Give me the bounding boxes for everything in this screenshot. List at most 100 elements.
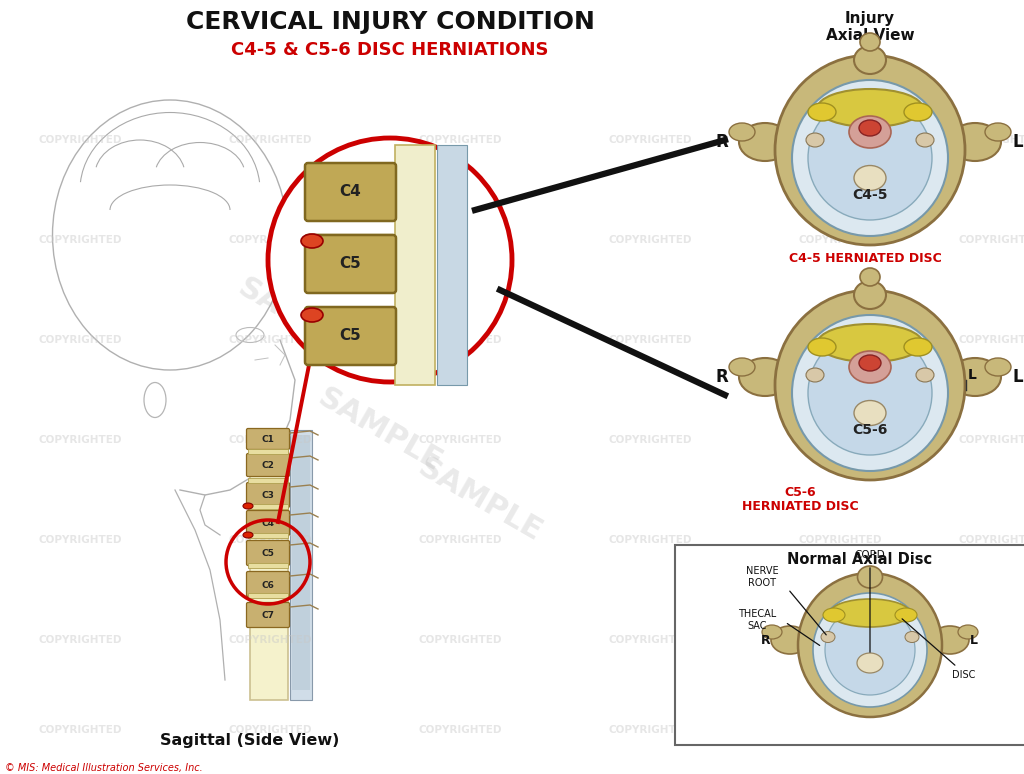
Text: COPYRIGHTED: COPYRIGHTED	[608, 135, 692, 145]
Bar	[248, 478, 288, 483]
Ellipse shape	[830, 599, 910, 627]
Ellipse shape	[854, 400, 886, 426]
Text: COPYRIGHTED: COPYRIGHTED	[799, 435, 882, 445]
Text: C1: C1	[261, 436, 274, 444]
Text: NERVE
ROOT: NERVE ROOT	[745, 567, 778, 587]
Text: COPYRIGHTED: COPYRIGHTED	[958, 135, 1024, 145]
Text: COPYRIGHTED: COPYRIGHTED	[418, 725, 502, 735]
FancyBboxPatch shape	[305, 163, 396, 221]
Circle shape	[798, 573, 942, 717]
FancyBboxPatch shape	[247, 429, 290, 450]
Text: COPYRIGHTED: COPYRIGHTED	[608, 435, 692, 445]
Text: HERNIATED DISC: HERNIATED DISC	[741, 501, 858, 513]
Text: C4-5: C4-5	[852, 188, 888, 202]
Text: COPYRIGHTED: COPYRIGHTED	[228, 635, 311, 645]
Ellipse shape	[859, 120, 881, 136]
Ellipse shape	[739, 358, 791, 396]
Ellipse shape	[916, 133, 934, 147]
Ellipse shape	[808, 338, 836, 356]
Text: L: L	[1013, 368, 1023, 386]
Text: COPYRIGHTED: COPYRIGHTED	[608, 335, 692, 345]
Text: COPYRIGHTED: COPYRIGHTED	[799, 135, 882, 145]
Text: C5: C5	[339, 328, 360, 344]
Text: COPYRIGHTED: COPYRIGHTED	[608, 635, 692, 645]
Circle shape	[808, 331, 932, 455]
Ellipse shape	[817, 324, 923, 362]
Text: R: R	[761, 633, 771, 646]
Circle shape	[792, 80, 948, 236]
Ellipse shape	[905, 632, 919, 642]
Text: COPYRIGHTED: COPYRIGHTED	[799, 725, 882, 735]
Text: COPYRIGHTED: COPYRIGHTED	[228, 135, 311, 145]
Text: R: R	[716, 133, 728, 151]
Text: L: L	[970, 633, 978, 646]
Ellipse shape	[985, 123, 1011, 141]
Text: COPYRIGHTED: COPYRIGHTED	[958, 725, 1024, 735]
Text: COPYRIGHTED: COPYRIGHTED	[958, 635, 1024, 645]
Text: COPYRIGHTED: COPYRIGHTED	[958, 335, 1024, 345]
Bar	[250, 430, 288, 700]
Text: COPYRIGHTED: COPYRIGHTED	[608, 535, 692, 545]
Text: C5-6: C5-6	[784, 487, 816, 499]
FancyBboxPatch shape	[247, 571, 290, 597]
Circle shape	[268, 138, 512, 382]
Bar	[248, 563, 288, 568]
FancyBboxPatch shape	[247, 602, 290, 628]
Ellipse shape	[729, 358, 755, 376]
Text: COPYRIGHTED: COPYRIGHTED	[38, 235, 122, 245]
Bar	[675, 545, 1024, 745]
Text: Axial View: Axial View	[825, 29, 914, 43]
Bar	[308, 234, 393, 248]
Ellipse shape	[301, 308, 323, 322]
Text: CERVICAL INJURY CONDITION: CERVICAL INJURY CONDITION	[185, 10, 595, 34]
Circle shape	[808, 96, 932, 220]
Ellipse shape	[860, 33, 880, 51]
Text: C2: C2	[261, 461, 274, 471]
Bar	[248, 449, 288, 454]
Text: COPYRIGHTED: COPYRIGHTED	[799, 535, 882, 545]
Ellipse shape	[739, 123, 791, 161]
Text: C7: C7	[261, 611, 274, 621]
Bar	[308, 308, 393, 322]
Ellipse shape	[243, 532, 253, 538]
Text: SAMPLE: SAMPLE	[232, 273, 368, 367]
Ellipse shape	[859, 355, 881, 371]
Text: C3: C3	[261, 491, 274, 501]
Ellipse shape	[985, 358, 1011, 376]
Bar	[395, 145, 435, 385]
Text: COPYRIGHTED: COPYRIGHTED	[228, 335, 311, 345]
Text: COPYRIGHTED: COPYRIGHTED	[418, 435, 502, 445]
FancyBboxPatch shape	[247, 511, 290, 536]
Text: COPYRIGHTED: COPYRIGHTED	[228, 235, 311, 245]
Text: COPYRIGHTED: COPYRIGHTED	[418, 135, 502, 145]
Text: C6: C6	[261, 580, 274, 590]
Text: CORD: CORD	[855, 550, 886, 560]
Bar	[248, 593, 288, 598]
Ellipse shape	[931, 626, 969, 654]
Ellipse shape	[904, 338, 932, 356]
Text: © MIS: Medical Illustration Services, Inc.: © MIS: Medical Illustration Services, In…	[5, 763, 203, 773]
Ellipse shape	[854, 166, 886, 190]
Text: C5: C5	[339, 256, 360, 272]
Text: COPYRIGHTED: COPYRIGHTED	[418, 335, 502, 345]
Ellipse shape	[904, 103, 932, 121]
Text: COPYRIGHTED: COPYRIGHTED	[418, 635, 502, 645]
Ellipse shape	[771, 626, 809, 654]
Text: THECAL
SAC: THECAL SAC	[738, 609, 776, 631]
Ellipse shape	[808, 103, 836, 121]
Bar	[437, 145, 467, 385]
Ellipse shape	[949, 358, 1001, 396]
Ellipse shape	[762, 625, 782, 639]
Ellipse shape	[857, 566, 883, 588]
Text: COPYRIGHTED: COPYRIGHTED	[38, 535, 122, 545]
Text: COPYRIGHTED: COPYRIGHTED	[228, 535, 311, 545]
Text: COPYRIGHTED: COPYRIGHTED	[38, 635, 122, 645]
Ellipse shape	[729, 123, 755, 141]
Text: COPYRIGHTED: COPYRIGHTED	[799, 235, 882, 245]
Bar	[292, 435, 310, 690]
Text: L: L	[968, 368, 977, 382]
Text: Normal Axial Disc: Normal Axial Disc	[787, 553, 933, 567]
Text: COPYRIGHTED: COPYRIGHTED	[958, 435, 1024, 445]
FancyBboxPatch shape	[305, 235, 396, 293]
Text: C5: C5	[261, 550, 274, 559]
